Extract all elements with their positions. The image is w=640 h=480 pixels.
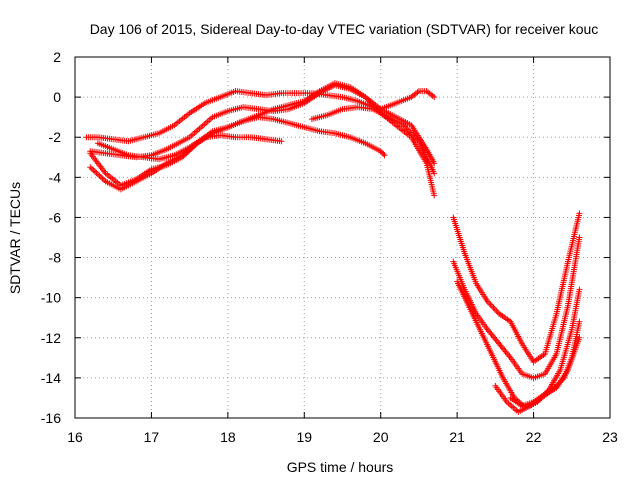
y-tick-label: -8: [49, 250, 62, 266]
data-point: [576, 286, 583, 293]
series-track-c: [87, 80, 438, 199]
data-point: [365, 97, 372, 104]
x-tick-label: 22: [526, 429, 542, 445]
data-point: [403, 125, 410, 132]
series-track-h: [450, 234, 583, 381]
x-tick-label: 20: [373, 429, 389, 445]
data-point: [363, 95, 370, 102]
data-point: [576, 210, 583, 217]
data-point: [431, 94, 438, 101]
series-track-e: [87, 114, 388, 189]
data-point: [402, 123, 409, 130]
data-point: [366, 98, 373, 105]
y-tick-label: -10: [41, 290, 61, 306]
data-point: [406, 128, 413, 135]
data-point: [278, 138, 285, 145]
data-point: [378, 149, 385, 156]
data-point: [413, 135, 420, 142]
data-point: [576, 234, 583, 241]
y-tick-labels: -16 -14 -12 -10 -8 -6 -4 -2 0 2: [41, 49, 61, 426]
y-tick-label: -2: [49, 129, 62, 145]
y-tick-label: -12: [41, 330, 61, 346]
axis-ticks: [74, 56, 611, 419]
y-axis-label: SDTVAR / TECUs: [7, 182, 23, 294]
x-tick-labels: 16 17 18 19 20 21 22 23: [67, 429, 618, 445]
data-point: [576, 318, 583, 325]
series-track-k: [507, 334, 583, 409]
x-tick-label: 19: [296, 429, 312, 445]
data-point: [407, 129, 414, 136]
data-point: [370, 102, 377, 109]
data-point: [362, 94, 369, 101]
series-track-a: [83, 88, 438, 145]
data-point: [400, 122, 407, 129]
y-tick-label: -16: [41, 410, 61, 426]
plot-frame: [74, 56, 611, 419]
x-axis-label: GPS time / hours: [287, 459, 394, 475]
chart-title: Day 106 of 2015, Sidereal Day-to-day VTE…: [90, 21, 599, 37]
y-tick-label: -14: [41, 370, 61, 386]
series-track-f: [308, 104, 438, 177]
series-track-g: [450, 210, 583, 365]
x-tick-label: 23: [602, 429, 618, 445]
data-point: [404, 126, 411, 133]
data-points: [83, 80, 583, 415]
data-point: [381, 152, 388, 159]
data-point: [411, 133, 418, 140]
x-tick-label: 18: [220, 429, 236, 445]
y-tick-label: 2: [53, 49, 61, 65]
data-point: [431, 160, 438, 167]
y-tick-label: -4: [49, 169, 62, 185]
data-point: [431, 192, 438, 199]
data-point: [367, 99, 374, 106]
x-tick-label: 21: [449, 429, 465, 445]
data-point: [369, 101, 376, 108]
data-point: [377, 148, 384, 155]
x-tick-label: 16: [67, 429, 83, 445]
y-tick-label: -6: [49, 209, 62, 225]
data-point: [410, 132, 417, 139]
data-point: [414, 136, 421, 143]
y-tick-label: 0: [53, 89, 61, 105]
data-point: [380, 150, 387, 157]
x-tick-label: 17: [144, 429, 160, 445]
data-point: [431, 170, 438, 177]
data-point: [576, 334, 583, 341]
data-point: [408, 130, 415, 137]
